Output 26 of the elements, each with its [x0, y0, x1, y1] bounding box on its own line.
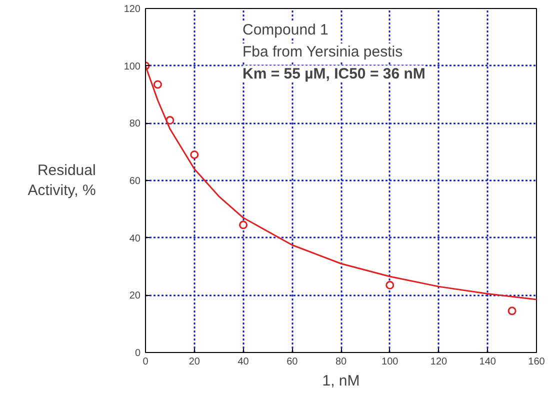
point: [386, 280, 394, 290]
x-tick-label: 60: [286, 356, 298, 368]
x-tick-label: 160: [528, 356, 546, 368]
point: [153, 80, 162, 89]
y-tick-label: 40: [129, 233, 141, 244]
x-tick-label: 80: [335, 356, 347, 368]
x-tick-label: 20: [188, 356, 200, 368]
y-tick-label: 120: [124, 4, 141, 15]
x-tick-label: 140: [479, 356, 496, 368]
y-tick-label: 80: [129, 118, 141, 130]
y-tick-label: 60: [129, 176, 141, 187]
x-tick-label: 0: [142, 356, 149, 368]
y-tick-label: 100: [124, 61, 141, 72]
annotation: Fba from Yersinia pestis: [242, 44, 403, 60]
point: [508, 306, 516, 316]
x-tick-label: 100: [382, 356, 399, 368]
y-axis-title: Residual Activity, %: [28, 162, 96, 200]
annotation: Km = 55 µM, IC50 = 36 nM: [242, 66, 426, 82]
y-tick-label: 0: [134, 348, 141, 359]
annotation: Compound 1: [242, 22, 328, 38]
y-tick-label: 20: [129, 290, 141, 302]
point: [190, 150, 199, 159]
x-tick-label: 40: [238, 356, 250, 368]
x-tick-label: 120: [430, 356, 448, 368]
point: [239, 220, 248, 230]
x-axis-title: 1, nM: [322, 372, 360, 390]
